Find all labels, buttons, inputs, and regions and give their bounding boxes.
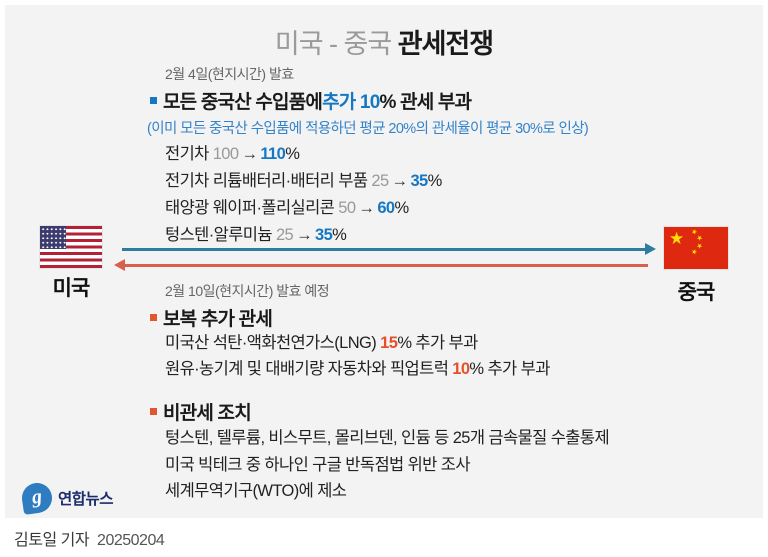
- us-effective-date: 2월 4일(현지시간) 발효: [165, 66, 294, 82]
- credit-reporter: 김토일 기자: [14, 532, 90, 549]
- retaliation-item-row: 원유·농기계 및 대배기량 자동차와 픽업트럭 10% 추가 부과: [165, 356, 550, 382]
- page-title: 미국 - 중국 관세전쟁: [0, 22, 768, 61]
- item-suffix: % 추가 부과: [397, 334, 478, 352]
- us-flag-canton: [40, 226, 66, 249]
- us-heading-pre: 모든 중국산 수입품에: [163, 92, 323, 113]
- item-label: 전기차: [165, 145, 213, 163]
- item-label: 태양광 웨이퍼·폴리실리콘: [165, 199, 339, 217]
- china-flag-small-star-icon: ★: [689, 248, 699, 257]
- item-label: 전기차 리튬배터리·배터리 부품: [165, 172, 372, 190]
- yonhap-news-logo: g 연합뉴스: [20, 481, 114, 515]
- item-old-rate: 100: [212, 145, 239, 163]
- credit-date: 20250204: [97, 532, 165, 549]
- cn-nontariff-heading-label: 비관세 조치: [163, 403, 252, 424]
- nontariff-item-row: 텅스텐, 텔루륨, 비스무트, 몰리브덴, 인듐 등 25개 금속물질 수출통제: [165, 429, 610, 447]
- us-section-heading: 모든 중국산 수입품에 추가 10% 관세 부과: [150, 87, 472, 114]
- item-old-rate: 50: [338, 199, 356, 217]
- china-flag-label: 중국: [677, 281, 716, 304]
- item-new-rate: 35: [315, 226, 333, 244]
- item-unit: %: [394, 199, 409, 217]
- tariff-item-row: 텅스텐·알루미늄 25 → 35%: [165, 222, 442, 249]
- item-rate: 15: [380, 334, 398, 352]
- us-flag-label: 미국: [52, 277, 91, 300]
- right-arrow-glyph: →: [391, 172, 409, 190]
- title-countries: 미국 - 중국: [274, 29, 398, 59]
- us-heading-post: % 관세 부과: [379, 92, 472, 113]
- item-unit: %: [332, 226, 347, 244]
- infographic-card: [5, 5, 763, 518]
- retaliation-item-row: 미국산 석탄·액화천연가스(LNG) 15% 추가 부과: [165, 330, 550, 356]
- item-new-rate: 110: [260, 145, 286, 163]
- item-unit: %: [427, 172, 443, 190]
- tariff-item-row: 전기차 리튬배터리·배터리 부품 25 → 35%: [165, 168, 442, 195]
- right-arrow-glyph: →: [358, 199, 375, 217]
- us-tariff-items: 전기차 100 → 110% 전기차 리튬배터리·배터리 부품 25 → 35% 태양광…: [165, 141, 442, 249]
- yonhap-logo-text: 연합뉴스: [58, 491, 114, 508]
- cn-tariff-items: 미국산 석탄·액화천연가스(LNG) 15% 추가 부과 원유·농기계 및 대배…: [165, 330, 550, 382]
- cn-tariff-heading-label: 보복 추가 관세: [163, 309, 273, 330]
- us-section-note: (이미 모든 중국산 수입품에 적용하던 평균 20%의 관세율이 평균 30%…: [147, 121, 589, 137]
- nontariff-item-row: 세계무역기구(WTO)에 제소: [165, 482, 347, 500]
- item-label: 원유·농기계 및 대배기량 자동차와 픽업트럭: [165, 360, 453, 378]
- item-new-rate: 35: [410, 172, 428, 190]
- item-label: 미국산 석탄·액화천연가스(LNG): [165, 334, 381, 352]
- arrowhead-right-icon: [645, 243, 656, 255]
- right-arrow-glyph: →: [241, 145, 258, 163]
- blue-square-bullet-icon: [150, 97, 157, 104]
- arrow-china-to-us-icon: [114, 259, 648, 271]
- cn-effective-date: 2월 10일(현지시간) 발효 예정: [165, 283, 330, 299]
- item-label: 텅스텐·알루미늄: [165, 226, 276, 244]
- cn-tariff-heading: 보복 추가 관세: [150, 304, 273, 331]
- tariff-item-row: 전기차 100 → 110%: [165, 141, 442, 168]
- orange-square-bullet-icon: [150, 314, 157, 321]
- item-new-rate: 60: [377, 199, 395, 217]
- item-old-rate: 25: [275, 226, 294, 244]
- item-rate: 10: [452, 360, 470, 378]
- tariff-item-row: 태양광 웨이퍼·폴리실리콘 50 → 60%: [165, 195, 442, 222]
- yonhap-logo-icon: g: [20, 481, 54, 515]
- orange-square-bullet-icon: [150, 408, 157, 415]
- us-heading-highlight: 추가 10: [322, 92, 380, 113]
- nontariff-item-row: 미국 빅테크 중 하나인 구글 반독점법 위반 조사: [165, 455, 471, 474]
- china-flag-icon: ★ ★ ★ ★ ★: [664, 227, 728, 269]
- item-old-rate: 25: [371, 172, 389, 190]
- item-suffix: % 추가 부과: [469, 360, 550, 378]
- us-flag-icon: [40, 226, 102, 268]
- china-flag-big-star-icon: ★: [669, 229, 685, 248]
- item-unit: %: [285, 145, 300, 163]
- credit-line: 김토일 기자 20250204: [14, 526, 165, 550]
- right-arrow-glyph: →: [296, 226, 313, 244]
- title-keyword: 관세전쟁: [397, 29, 494, 59]
- cn-nontariff-items: 텅스텐, 텔루륨, 비스무트, 몰리브덴, 인듐 등 25개 금속물질 수출통제…: [165, 425, 610, 505]
- cn-nontariff-heading: 비관세 조치: [150, 398, 252, 425]
- arrow-us-to-china-icon: [122, 243, 656, 255]
- arrowhead-left-icon: [114, 259, 125, 271]
